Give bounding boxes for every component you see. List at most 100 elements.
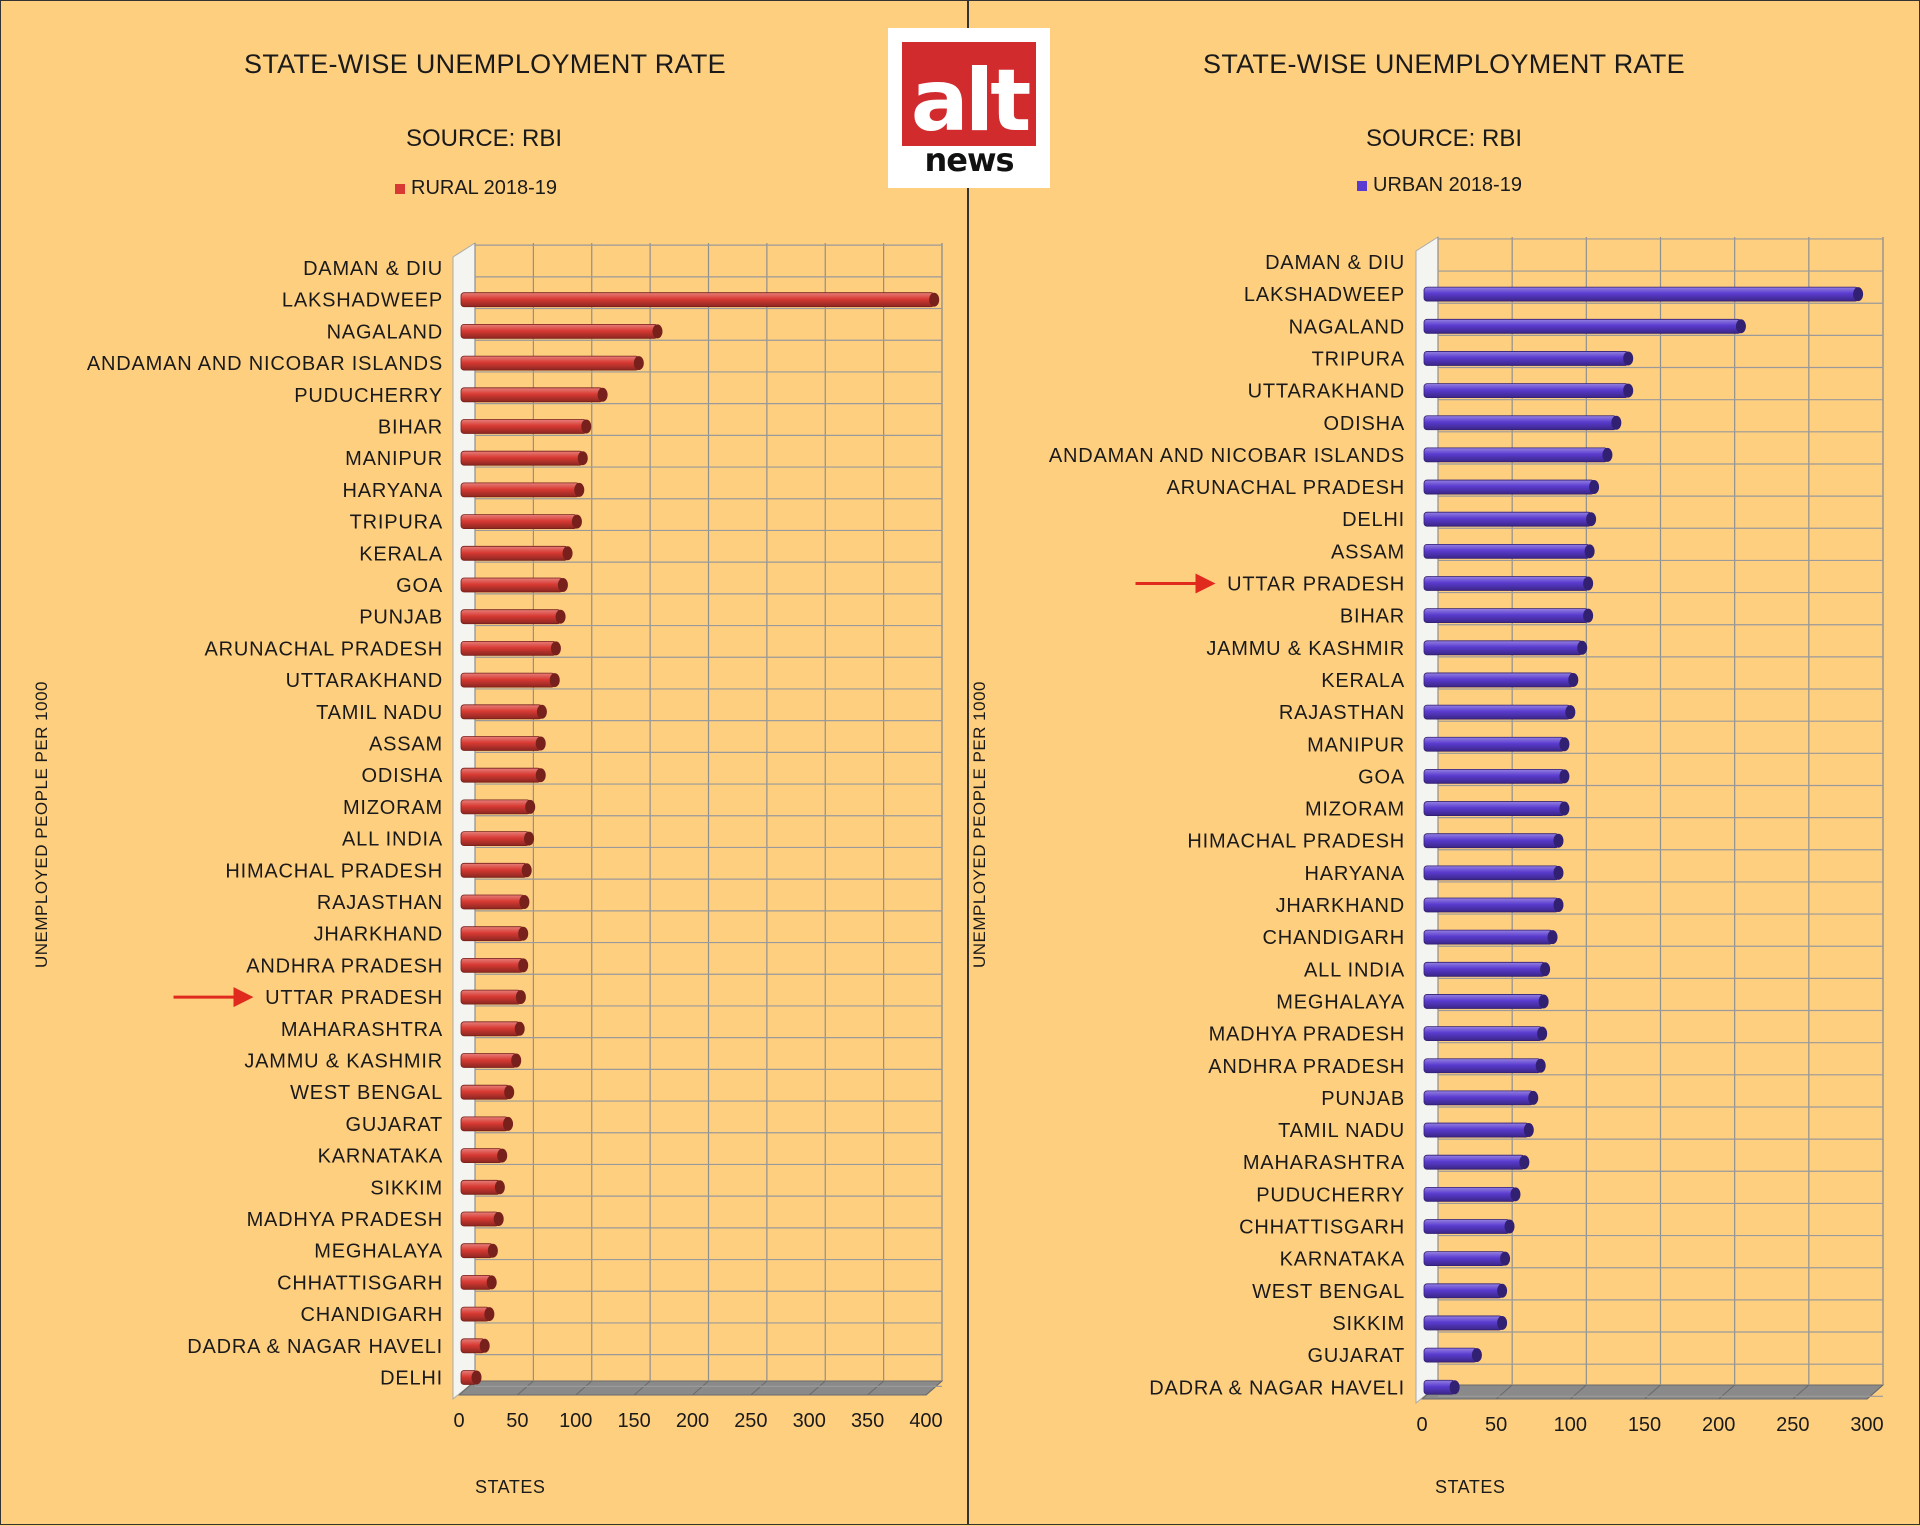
x-tick-label: 50	[1485, 1414, 1507, 1436]
x-axis-label: STATES	[475, 1477, 546, 1497]
bar-end-cap	[1735, 319, 1746, 334]
bar-end-cap	[1449, 1380, 1460, 1395]
bar	[1423, 576, 1594, 591]
x-tick-label: 300	[1850, 1414, 1883, 1436]
bar	[1423, 351, 1634, 366]
category-label: HARYANA	[1305, 863, 1405, 885]
bar-end-cap	[493, 1212, 504, 1226]
category-label: SIKKIM	[1332, 1313, 1405, 1335]
legend-label: URBAN 2018-19	[1373, 174, 1522, 196]
category-label: CHANDIGARH	[1263, 927, 1405, 949]
urban-bar-chart: 0 50 100 150 200 250 300 DAMAN & DIU LAKSHADWEEP…	[1049, 236, 1885, 1436]
bar-body	[460, 1179, 501, 1195]
bar	[460, 672, 560, 688]
category-label: HARYANA	[343, 480, 443, 502]
category-label: JAMMU & KASHMIR	[1206, 638, 1405, 660]
bar-end-cap	[535, 768, 546, 783]
bar-end-cap	[1553, 865, 1564, 880]
bar-body	[460, 736, 542, 751]
bar	[1423, 1186, 1521, 1202]
category-label: MIZORAM	[1305, 799, 1405, 821]
bar-body	[1423, 929, 1553, 945]
bar	[460, 1179, 505, 1195]
bar-body	[1423, 1347, 1478, 1363]
bar-end-cap	[519, 895, 530, 909]
highlight-arrow-head	[1195, 573, 1216, 594]
category-label: DELHI	[380, 1368, 443, 1390]
bar-body	[1423, 704, 1571, 720]
bar	[1423, 1283, 1508, 1299]
bar	[1423, 1219, 1515, 1234]
category-label: UTTARAKHAND	[286, 670, 443, 692]
category-label: ODISHA	[1324, 413, 1405, 435]
category-label: TRIPURA	[350, 512, 443, 534]
bar-end-cap	[1504, 1219, 1515, 1234]
bar-body	[1423, 865, 1559, 881]
legend-swatch	[1357, 180, 1367, 191]
x-tick-label: 150	[617, 1410, 650, 1432]
x-tick-label: 350	[851, 1410, 884, 1432]
bar-end-cap	[1497, 1283, 1508, 1298]
category-label: ARUNACHAL PRADESH	[205, 638, 443, 660]
category-label: WEST BENGAL	[290, 1082, 443, 1104]
category-label: ALL INDIA	[1304, 959, 1405, 981]
bar	[460, 292, 940, 308]
bar-body	[1423, 415, 1617, 431]
bar	[460, 1243, 498, 1259]
bar-end-cap	[1528, 1090, 1539, 1105]
x-tick-label: 400	[909, 1410, 942, 1432]
x-tick-label: 300	[793, 1410, 826, 1432]
category-label: ANDHRA PRADESH	[1208, 1056, 1405, 1078]
logo-red-block	[902, 42, 1036, 146]
bar-body	[460, 1211, 500, 1227]
category-label: MADHYA PRADESH	[247, 1209, 443, 1231]
category-label: GOA	[1358, 766, 1405, 788]
category-label: MEGHALAYA	[1276, 991, 1405, 1013]
category-label: UTTAR PRADESH	[265, 987, 443, 1009]
bar	[460, 545, 573, 561]
category-label: CHHATTISGARH	[1239, 1217, 1405, 1239]
category-label: UTTAR PRADESH	[1227, 574, 1405, 596]
bar-body	[1423, 1219, 1510, 1234]
bar-body	[1423, 543, 1591, 559]
floor-grid-line	[750, 1380, 768, 1396]
category-label: BIHAR	[1340, 606, 1405, 628]
bar-body	[1423, 640, 1583, 656]
bar-end-cap	[525, 799, 536, 814]
category-label: GOA	[396, 575, 443, 597]
bar	[460, 1306, 495, 1322]
bar-body	[1423, 1090, 1534, 1106]
x-tick-label: 200	[676, 1410, 709, 1432]
bar	[1423, 383, 1634, 399]
category-label: HIMACHAL PRADESH	[1187, 831, 1405, 853]
category-label: ASSAM	[369, 734, 443, 756]
bar-body	[1423, 1154, 1525, 1170]
bar-end-cap	[549, 673, 560, 688]
bar-body	[1423, 833, 1559, 849]
bar-end-cap	[555, 609, 566, 624]
urban-chart-panel: STATE-WISE UNEMPLOYMENT RATE SOURCE: RBI…	[968, 0, 1920, 1525]
bar	[460, 1338, 490, 1354]
category-label: NAGALAND	[327, 321, 443, 343]
bar-body	[1423, 736, 1565, 752]
bar-end-cap	[518, 926, 529, 941]
category-label: MANIPUR	[1307, 734, 1405, 756]
bar	[460, 862, 532, 878]
bar-body	[1423, 961, 1546, 977]
bar	[1423, 511, 1597, 527]
logo-alt-text: alt	[910, 51, 1032, 151]
rural-bar-chart: 0 50 100 150 200 250 300 350 400 DAMAN & DIU LAKSH…	[87, 242, 944, 1432]
category-label: ANDAMAN AND NICOBAR ISLANDS	[87, 353, 443, 375]
bar-body	[460, 958, 524, 973]
bar-body	[460, 1084, 510, 1100]
chart-legend: URBAN 2018-19	[1357, 174, 1522, 197]
bar-end-cap	[536, 704, 547, 719]
bar-body	[1423, 897, 1559, 913]
bar-end-cap	[550, 641, 561, 656]
bar-body	[1423, 1315, 1503, 1331]
x-tick-label: 250	[734, 1410, 767, 1432]
bar-body	[1423, 447, 1608, 463]
category-label: MEGHALAYA	[314, 1241, 443, 1263]
category-label: ODISHA	[362, 765, 443, 787]
bar-end-cap	[571, 514, 582, 529]
